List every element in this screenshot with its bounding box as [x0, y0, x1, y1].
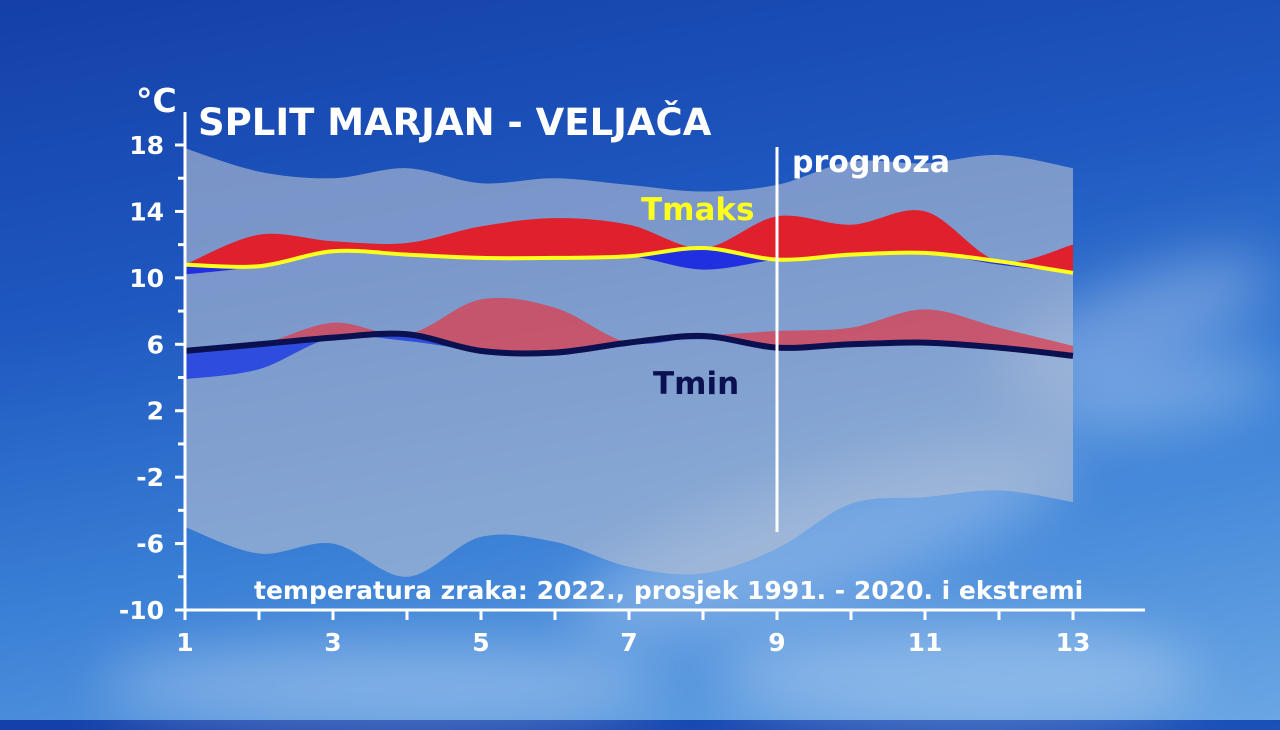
- y-tick-label: 10: [129, 264, 164, 293]
- chart-title: SPLIT MARJAN - VELJAČA: [198, 100, 712, 144]
- x-tick-label: 13: [1056, 628, 1091, 657]
- y-tick-label: 14: [129, 197, 164, 226]
- series-label-tmaks: Tmaks: [641, 192, 754, 228]
- y-tick-label: -10: [119, 596, 164, 625]
- cloud-decoration: [720, 620, 1200, 730]
- y-tick-label: -6: [136, 530, 164, 559]
- tmaks-average-line: [184, 245, 1074, 275]
- x-tick-label: 11: [908, 628, 943, 657]
- y-tick-label: -2: [136, 463, 164, 492]
- tmin-average-line: [184, 330, 1074, 359]
- chart-subtitle: temperatura zraka: 2022., prosjek 1991. …: [254, 576, 1083, 605]
- x-tick-label: 5: [472, 628, 489, 657]
- forecast-label: prognoza: [792, 145, 950, 180]
- extremes-envelope: [185, 148, 1073, 577]
- above-average-fill-tmax: [185, 210, 1073, 273]
- series-label-tmin: Tmin: [653, 366, 739, 402]
- y-tick-label: 18: [129, 131, 164, 160]
- above-average-fill-tmin: [185, 297, 1073, 356]
- cloud-decoration: [100, 640, 660, 730]
- y-tick-label: 2: [147, 397, 164, 426]
- x-tick-label: 1: [176, 628, 193, 657]
- y-axis-unit: °C: [136, 81, 177, 120]
- x-tick-label: 9: [768, 628, 785, 657]
- x-tick-label: 3: [324, 628, 341, 657]
- x-tick-label: 7: [620, 628, 637, 657]
- y-tick-label: 6: [147, 330, 164, 359]
